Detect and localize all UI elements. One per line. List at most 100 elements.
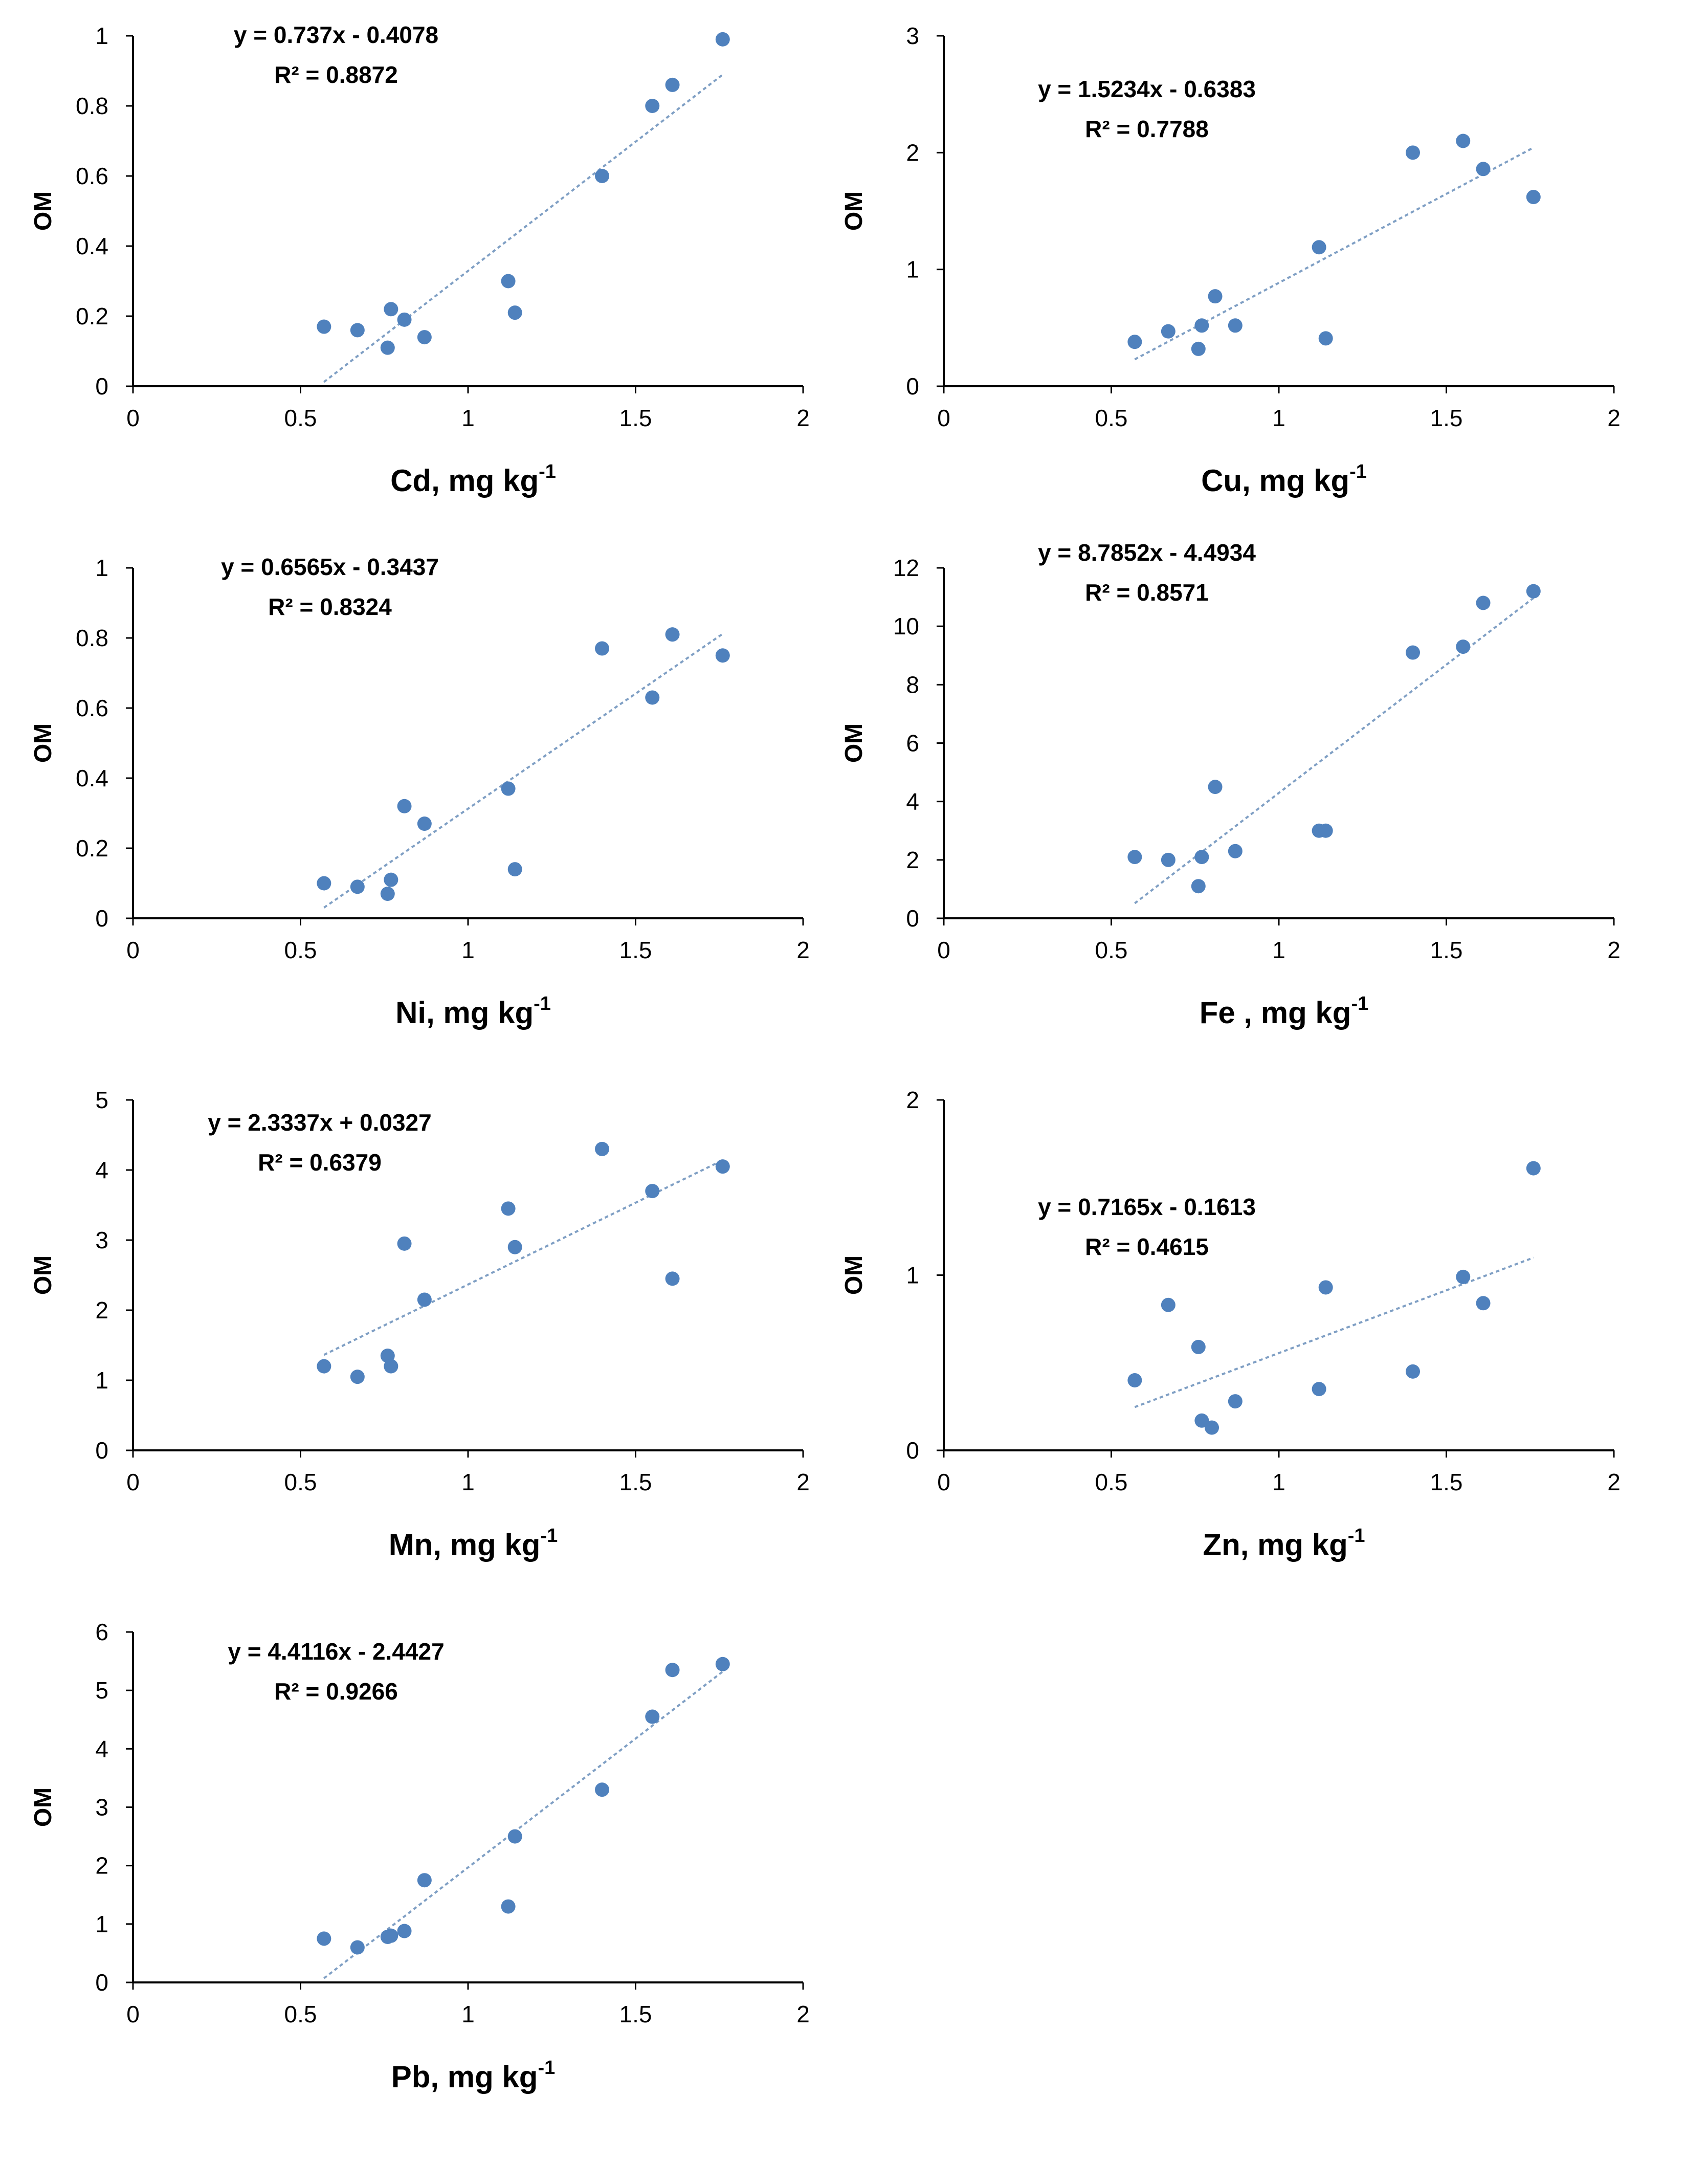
chart-cu-plot: y = 1.5234x - 0.6383 R² = 0.7788 0 1 2 3 0 0.… bbox=[840, 23, 1621, 498]
r-squared-label: R² = 0.8324 bbox=[268, 593, 392, 620]
x-tick-label: 0 bbox=[126, 1469, 140, 1495]
x-tick-label: 1.5 bbox=[619, 1469, 652, 1495]
x-axis-label-text: Mn, mg kg bbox=[389, 1528, 541, 1562]
x-axis-label-exponent: -1 bbox=[538, 2057, 555, 2079]
y-tick-label: 3 bbox=[95, 1794, 108, 1821]
x-tick-label: 1 bbox=[1272, 937, 1285, 963]
trendline bbox=[1134, 146, 1534, 361]
data-point bbox=[1476, 595, 1491, 610]
y-tick-label: 12 bbox=[893, 555, 919, 581]
data-point bbox=[397, 799, 412, 813]
y-axis-label: OM bbox=[840, 1255, 868, 1295]
data-point bbox=[1191, 341, 1206, 356]
data-point bbox=[417, 330, 432, 345]
y-tick-label: 1 bbox=[95, 1911, 108, 1937]
x-tick-label: 0 bbox=[126, 937, 140, 963]
data-point bbox=[1476, 162, 1491, 177]
y-tick-label: 0 bbox=[906, 1437, 919, 1464]
y-tick-label: 5 bbox=[95, 1087, 108, 1113]
data-point bbox=[1456, 1269, 1471, 1284]
data-point bbox=[1318, 823, 1333, 838]
y-tick-label: 4 bbox=[906, 788, 919, 815]
data-point bbox=[1476, 1296, 1491, 1311]
x-tick-label: 1 bbox=[461, 937, 475, 963]
data-point bbox=[1161, 1297, 1175, 1312]
data-point bbox=[1127, 850, 1142, 865]
x-axis-label: Ni, mg kg-1 bbox=[395, 993, 551, 1030]
data-point bbox=[380, 340, 395, 355]
x-tick-label: 2 bbox=[796, 937, 810, 963]
x-axis-label-text: Pb, mg kg bbox=[391, 2060, 538, 2094]
chart-cd-plot: y = 0.737x - 0.4078 R² = 0.8872 0 0.2 0.4 0… bbox=[30, 21, 810, 498]
y-tick-label: 1 bbox=[95, 23, 108, 49]
x-tick-label: 1.5 bbox=[619, 2001, 652, 2027]
y-tick-label: 0 bbox=[95, 1437, 108, 1464]
data-point bbox=[417, 817, 432, 831]
data-point bbox=[1127, 1373, 1142, 1387]
chart-ni: y = 0.6565x - 0.3437 R² = 0.8324 0 0.2 0.4… bbox=[23, 553, 826, 1064]
r-squared-label: R² = 0.9266 bbox=[274, 1678, 398, 1705]
data-point bbox=[1456, 134, 1471, 148]
data-point bbox=[1205, 1420, 1219, 1435]
data-point bbox=[665, 77, 680, 92]
data-point bbox=[384, 302, 398, 317]
data-point bbox=[384, 872, 398, 887]
data-point bbox=[1228, 844, 1243, 858]
x-tick-label: 0 bbox=[937, 937, 950, 963]
data-point bbox=[397, 1236, 412, 1251]
data-point bbox=[595, 1141, 609, 1156]
data-point bbox=[665, 627, 680, 642]
data-point bbox=[380, 887, 395, 901]
trendline bbox=[1134, 597, 1535, 904]
x-tick-label: 0 bbox=[126, 405, 140, 431]
data-point bbox=[507, 1240, 522, 1254]
data-point bbox=[1161, 324, 1175, 339]
data-point bbox=[507, 1829, 522, 1844]
x-axis-label: Cd, mg kg-1 bbox=[390, 461, 556, 498]
y-axis-label: OM bbox=[30, 1788, 57, 1827]
y-tick-label: 1 bbox=[95, 555, 108, 581]
data-point bbox=[501, 274, 516, 289]
y-tick-label: 0.6 bbox=[76, 163, 108, 189]
data-point bbox=[317, 319, 331, 334]
x-axis-label-exponent: -1 bbox=[1351, 993, 1368, 1014]
y-axis-label: OM bbox=[30, 191, 57, 231]
data-point bbox=[1526, 584, 1541, 599]
x-axis-label-exponent: -1 bbox=[1348, 1525, 1365, 1547]
y-axis-label: OM bbox=[30, 723, 57, 763]
data-point bbox=[1406, 1364, 1420, 1379]
x-tick-label: 1 bbox=[1272, 1469, 1285, 1495]
data-point bbox=[1191, 879, 1206, 894]
equation-label: y = 0.6565x - 0.3437 bbox=[221, 554, 439, 580]
data-point bbox=[1406, 145, 1420, 160]
y-tick-label: 2 bbox=[95, 1852, 108, 1879]
y-tick-label: 0.6 bbox=[76, 695, 108, 721]
data-point bbox=[350, 1940, 365, 1955]
x-axis-label: Fe , mg kg-1 bbox=[1200, 993, 1369, 1030]
equation-label: y = 8.7852x - 4.4934 bbox=[1038, 539, 1256, 566]
data-point bbox=[1194, 318, 1209, 333]
y-tick-label: 4 bbox=[95, 1157, 108, 1183]
data-point bbox=[501, 781, 516, 796]
chart-cd: y = 0.737x - 0.4078 R² = 0.8872 0 0.2 0.4 0… bbox=[23, 20, 826, 532]
x-tick-label: 2 bbox=[796, 1469, 810, 1495]
data-point bbox=[1526, 1161, 1541, 1176]
data-point bbox=[417, 1873, 432, 1888]
x-axis-label-exponent: -1 bbox=[539, 461, 556, 482]
data-point bbox=[595, 1782, 609, 1797]
x-axis-label-exponent: -1 bbox=[540, 1525, 558, 1547]
y-axis-label: OM bbox=[840, 723, 868, 763]
data-point bbox=[665, 1271, 680, 1286]
x-tick-label: 1.5 bbox=[1430, 405, 1463, 431]
data-point bbox=[1318, 331, 1333, 346]
data-point bbox=[317, 876, 331, 891]
y-tick-label: 8 bbox=[906, 671, 919, 698]
x-axis-label: Mn, mg kg-1 bbox=[389, 1525, 558, 1562]
y-axis-label: OM bbox=[840, 191, 868, 231]
data-point bbox=[1161, 852, 1175, 867]
data-point bbox=[501, 1899, 516, 1914]
y-tick-label: 2 bbox=[906, 847, 919, 873]
y-tick-label: 3 bbox=[95, 1227, 108, 1253]
data-point bbox=[1191, 1339, 1206, 1354]
x-tick-label: 0.5 bbox=[284, 937, 317, 963]
